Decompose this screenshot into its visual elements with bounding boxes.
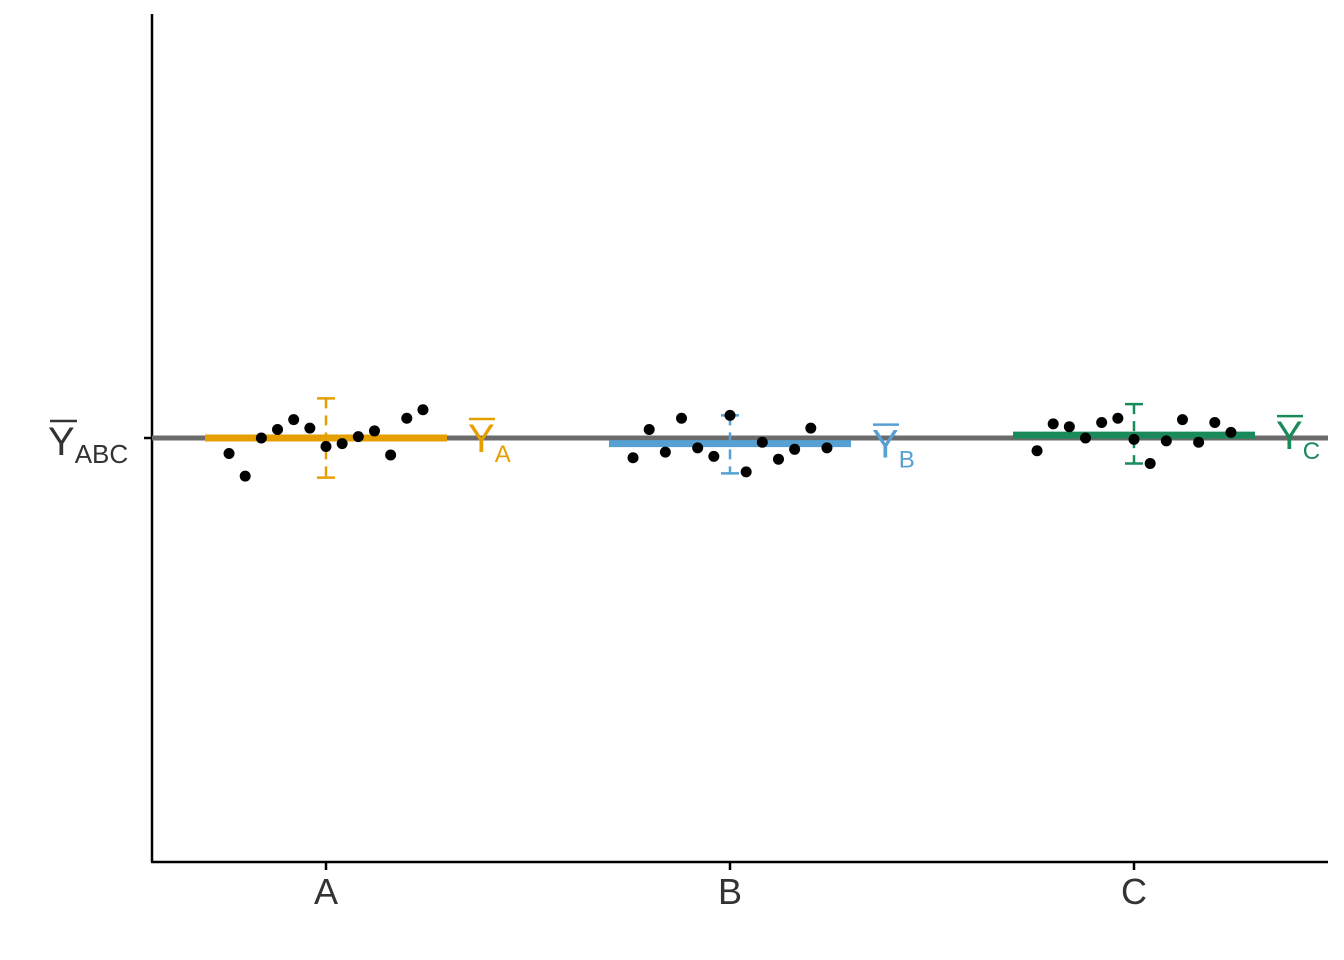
data-point xyxy=(1112,412,1124,424)
data-point xyxy=(352,431,364,443)
data-point xyxy=(772,453,784,465)
data-point xyxy=(401,412,413,424)
x-tick-label: B xyxy=(718,871,742,912)
data-point xyxy=(368,425,380,437)
group-mean-label-sub: B xyxy=(899,447,915,474)
data-point xyxy=(288,414,300,426)
group-B: YB xyxy=(609,409,915,478)
x-tick-label: C xyxy=(1121,871,1147,912)
groups: YA YB YC xyxy=(205,397,1320,482)
data-point xyxy=(740,466,752,478)
data-point xyxy=(692,442,704,454)
x-ticks: A B C xyxy=(314,862,1147,912)
data-point xyxy=(1176,414,1188,426)
x-tick-label: A xyxy=(314,871,338,912)
data-point xyxy=(1193,436,1205,448)
data-point xyxy=(821,442,833,454)
data-point xyxy=(676,412,688,424)
data-point xyxy=(756,436,768,448)
data-point xyxy=(1047,418,1059,430)
group-mean-label: YB xyxy=(872,423,915,474)
data-point xyxy=(805,422,817,434)
data-point xyxy=(239,470,251,482)
data-point xyxy=(1063,421,1075,433)
data-point xyxy=(789,443,801,455)
data-point xyxy=(223,448,235,460)
group-mean-label-sub: A xyxy=(495,441,511,468)
data-point xyxy=(255,432,267,444)
data-point xyxy=(1209,416,1221,428)
group-mean-label: YC xyxy=(1276,414,1320,465)
group-A: YA xyxy=(205,397,511,482)
group-mean-label-sub: C xyxy=(1303,438,1320,465)
data-point xyxy=(320,440,332,452)
grand-mean-label: YABC xyxy=(48,420,128,469)
data-point xyxy=(1160,435,1172,447)
data-point xyxy=(1096,416,1108,428)
data-point xyxy=(1128,433,1140,445)
data-point xyxy=(1080,432,1092,444)
data-point xyxy=(1144,457,1156,469)
data-point xyxy=(1225,426,1237,438)
data-point xyxy=(385,449,397,461)
data-point xyxy=(627,452,639,464)
group-C: YC xyxy=(1013,402,1320,469)
group-mean-label: YA xyxy=(468,417,511,468)
data-point xyxy=(1031,445,1043,457)
data-point xyxy=(336,438,348,450)
data-point xyxy=(304,422,316,434)
grand-mean-label-sub: ABC xyxy=(75,439,128,469)
data-point xyxy=(272,424,284,436)
data-point xyxy=(708,450,720,462)
data-point xyxy=(643,424,655,436)
data-point xyxy=(724,409,736,421)
data-point xyxy=(417,404,429,416)
data-point xyxy=(659,446,671,458)
